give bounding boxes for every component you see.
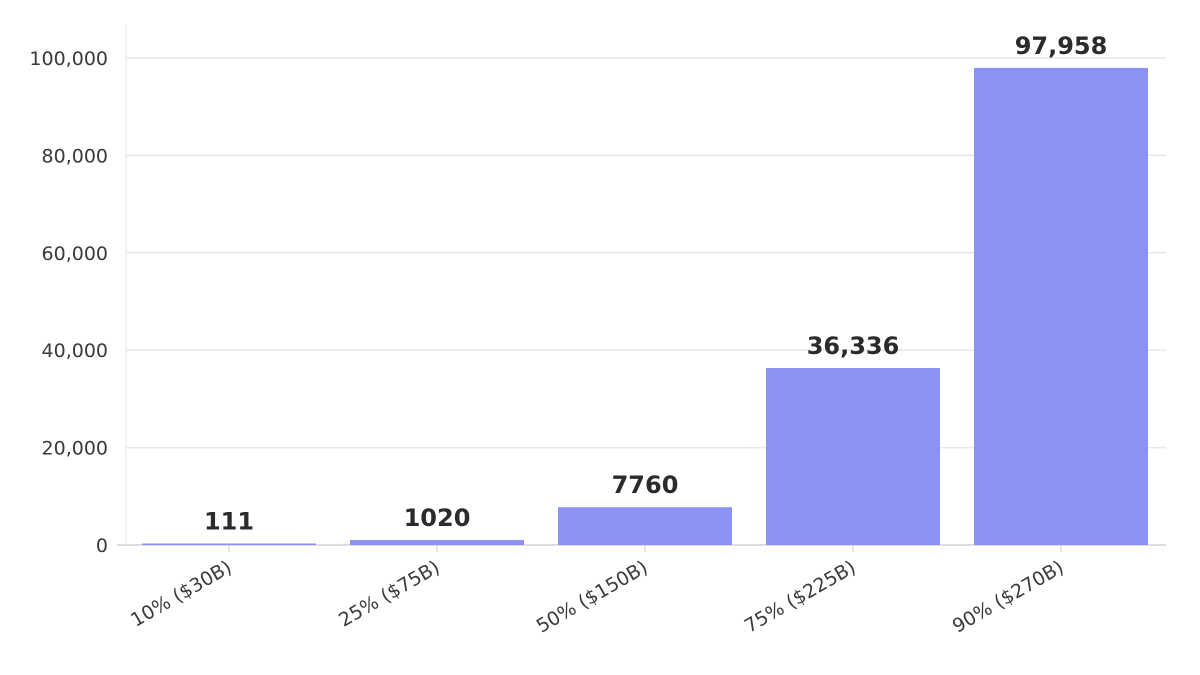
x-tick-label: 50% ($150B)	[533, 556, 652, 637]
value-labels: 111 1020 7760 36,336 97,958	[204, 32, 1107, 536]
y-tick-label: 20,000	[42, 438, 108, 460]
data-label: 111	[204, 508, 254, 536]
y-tick-label: 100,000	[29, 48, 108, 70]
y-tick-label: 60,000	[42, 243, 108, 265]
bar	[142, 543, 316, 545]
bars	[142, 67, 1148, 545]
y-tick-label: 80,000	[42, 145, 108, 167]
y-axis: 0 20,000 40,000 60,000 80,000 100,000	[29, 24, 127, 557]
data-label: 1020	[404, 504, 471, 532]
bar	[558, 507, 732, 545]
x-tick-label: 75% ($225B)	[741, 556, 860, 637]
data-label: 36,336	[807, 332, 900, 360]
bar	[350, 540, 524, 545]
x-tick-label: 10% ($30B)	[127, 556, 235, 631]
x-axis: 10% ($30B) 25% ($75B) 50% ($150B) 75% ($225…	[127, 545, 1068, 638]
bar	[974, 67, 1148, 545]
data-label: 97,958	[1015, 32, 1108, 60]
data-label: 7760	[612, 471, 679, 499]
x-tick-label: 90% ($270B)	[949, 556, 1068, 637]
y-tick-label: 40,000	[42, 340, 108, 362]
y-tick-label: 0	[96, 535, 108, 557]
bar	[766, 368, 940, 545]
x-tick-label: 25% ($75B)	[335, 556, 443, 631]
